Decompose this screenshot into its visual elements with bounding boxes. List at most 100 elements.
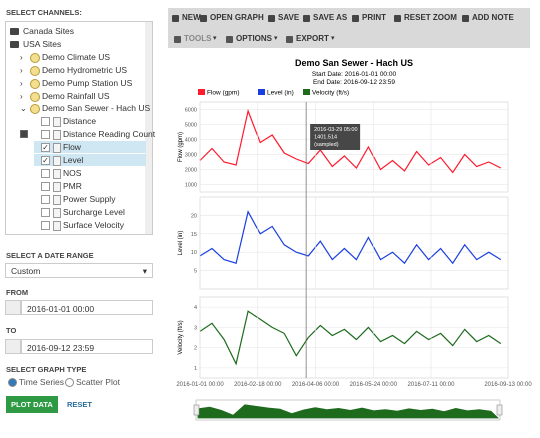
expander[interactable]: ›: [20, 91, 23, 101]
expander[interactable]: ›: [20, 78, 23, 88]
date-range-select[interactable]: Custom ▾: [5, 263, 153, 278]
site-icon: [30, 65, 40, 76]
site-icon: [30, 91, 40, 102]
y-tick-label: 3: [194, 325, 197, 331]
tree-label[interactable]: Power Supply: [63, 193, 116, 204]
heading: SELECT GRAPH TYPE: [6, 365, 87, 374]
site-icon: [30, 104, 40, 115]
checkbox[interactable]: [41, 194, 50, 204]
y-tick-label: 2000: [185, 168, 197, 174]
tool-icon: [172, 15, 179, 22]
tree-label[interactable]: Distance: [63, 116, 97, 127]
chart: Demo San Sewer - Hach US Start Date: 2016…: [176, 58, 532, 421]
tree-label[interactable]: Demo Climate US: [42, 51, 111, 62]
toolbar-button[interactable]: SAVE AS: [313, 13, 348, 22]
x-tick-label: 2016-02-18 00:00: [234, 382, 282, 388]
toolbar-dropdown[interactable]: EXPORT: [296, 34, 329, 43]
site-icon: [30, 52, 40, 63]
y-axis-label: Velocity (ft/s): [178, 320, 184, 354]
doc-icon: [53, 181, 61, 192]
reset-button[interactable]: RESET: [67, 400, 93, 409]
tree-label[interactable]: Canada Sites: [23, 26, 75, 36]
scrollbar: [145, 22, 152, 234]
tree-label[interactable]: Demo Pump Station US: [42, 77, 133, 88]
x-tick-label: 2016-07-11 00:00: [408, 382, 456, 388]
checkbox[interactable]: [41, 117, 50, 127]
toolbar-button[interactable]: SAVE: [278, 13, 300, 22]
heading: FROM: [6, 288, 29, 297]
tool-icon: [352, 15, 359, 22]
heading: SELECT CHANNELS:: [6, 8, 82, 17]
checkbox[interactable]: [41, 168, 50, 178]
channel-tree: Canada Sites USA Sites › Demo Climate US › De…: [5, 21, 156, 235]
y-tick-label: 4000: [185, 138, 197, 144]
tree-label[interactable]: Surface Velocity: [63, 219, 124, 230]
x-tick-label: 2016-01-01 00:00: [176, 382, 224, 388]
tooltip-text: 1401.514: [314, 135, 337, 141]
navigator-handle[interactable]: [496, 404, 503, 416]
doc-icon: [53, 130, 61, 141]
doc-icon: [53, 143, 61, 154]
expander[interactable]: ⌄: [20, 104, 27, 114]
tree-label[interactable]: Flow: [63, 142, 81, 153]
tree-label[interactable]: Demo San Sewer - Hach US: [42, 103, 151, 114]
checkbox[interactable]: ✓: [41, 143, 50, 153]
checkbox[interactable]: [41, 207, 50, 217]
y-tick-label: 5000: [185, 123, 197, 129]
y-axis-label: Level (in): [178, 231, 184, 256]
radio-label[interactable]: Time Series: [19, 377, 65, 387]
heading: TO: [6, 326, 17, 335]
checkbox[interactable]: [41, 220, 50, 230]
tooltip-text: (sampled): [314, 142, 339, 148]
tool-icon: [174, 36, 181, 43]
dropdown-arrow: ▾: [142, 266, 147, 276]
folder-icon: [10, 40, 19, 48]
legend-swatch: [303, 89, 310, 95]
from-input[interactable]: 2016-01-01 00:00: [21, 300, 153, 315]
series-line: [199, 108, 502, 174]
series-line: [199, 310, 502, 366]
toolbar-dropdown[interactable]: OPTIONS: [236, 34, 273, 43]
tool-icon: [286, 36, 293, 43]
folder-icon: [10, 28, 19, 35]
toolbar-button[interactable]: NEW: [182, 13, 201, 22]
tree-label[interactable]: Distance Reading Count: [63, 129, 156, 140]
tree-label[interactable]: USA Sites: [23, 38, 62, 49]
toolbar-button[interactable]: PRINT: [362, 13, 386, 22]
doc-icon: [53, 220, 61, 231]
radio[interactable]: [8, 378, 17, 387]
y-tick-label: 4: [194, 305, 197, 311]
plot-button[interactable]: PLOT DATA: [6, 396, 58, 413]
legend-label: Level (in): [267, 90, 294, 97]
y-tick-label: 20: [191, 213, 197, 219]
radio[interactable]: [65, 378, 74, 387]
toolbar-button[interactable]: RESET ZOOM: [404, 13, 457, 22]
y-tick-label: 1: [194, 366, 197, 372]
toolbar-button[interactable]: ADD NOTE: [472, 13, 514, 22]
row-highlight: [34, 141, 146, 154]
tree-label[interactable]: Demo Rainfall US: [42, 90, 110, 101]
checkbox[interactable]: [41, 181, 50, 191]
tree-label[interactable]: Demo Hydrometric US: [42, 64, 128, 75]
calendar-icon[interactable]: [5, 300, 21, 315]
radio-label[interactable]: Scatter Plot: [76, 377, 120, 387]
navigator-handle[interactable]: [193, 404, 200, 416]
heading: SELECT A DATE RANGE: [6, 251, 94, 260]
to-input[interactable]: 2016-09-12 23:59: [21, 339, 153, 354]
checkbox[interactable]: ✓: [41, 156, 50, 165]
tree-label[interactable]: Level: [63, 155, 84, 165]
tree-label[interactable]: Surcharge Level: [63, 206, 125, 217]
tool-icon: [226, 36, 233, 43]
checkbox[interactable]: [41, 130, 50, 140]
calendar-icon[interactable]: [5, 339, 21, 354]
navigator-series: [197, 404, 499, 419]
tree-label[interactable]: NOS: [63, 167, 82, 178]
expander[interactable]: ›: [20, 65, 23, 75]
toolbar-dropdown[interactable]: TOOLS: [184, 34, 212, 43]
expander[interactable]: ›: [20, 52, 23, 62]
caret: ▾: [274, 35, 278, 42]
x-tick-label: 2016-04-06 00:00: [292, 382, 340, 388]
toolbar-button[interactable]: OPEN GRAPH: [210, 13, 264, 22]
tool-icon: [394, 15, 401, 22]
tree-label[interactable]: PMR: [63, 180, 82, 191]
